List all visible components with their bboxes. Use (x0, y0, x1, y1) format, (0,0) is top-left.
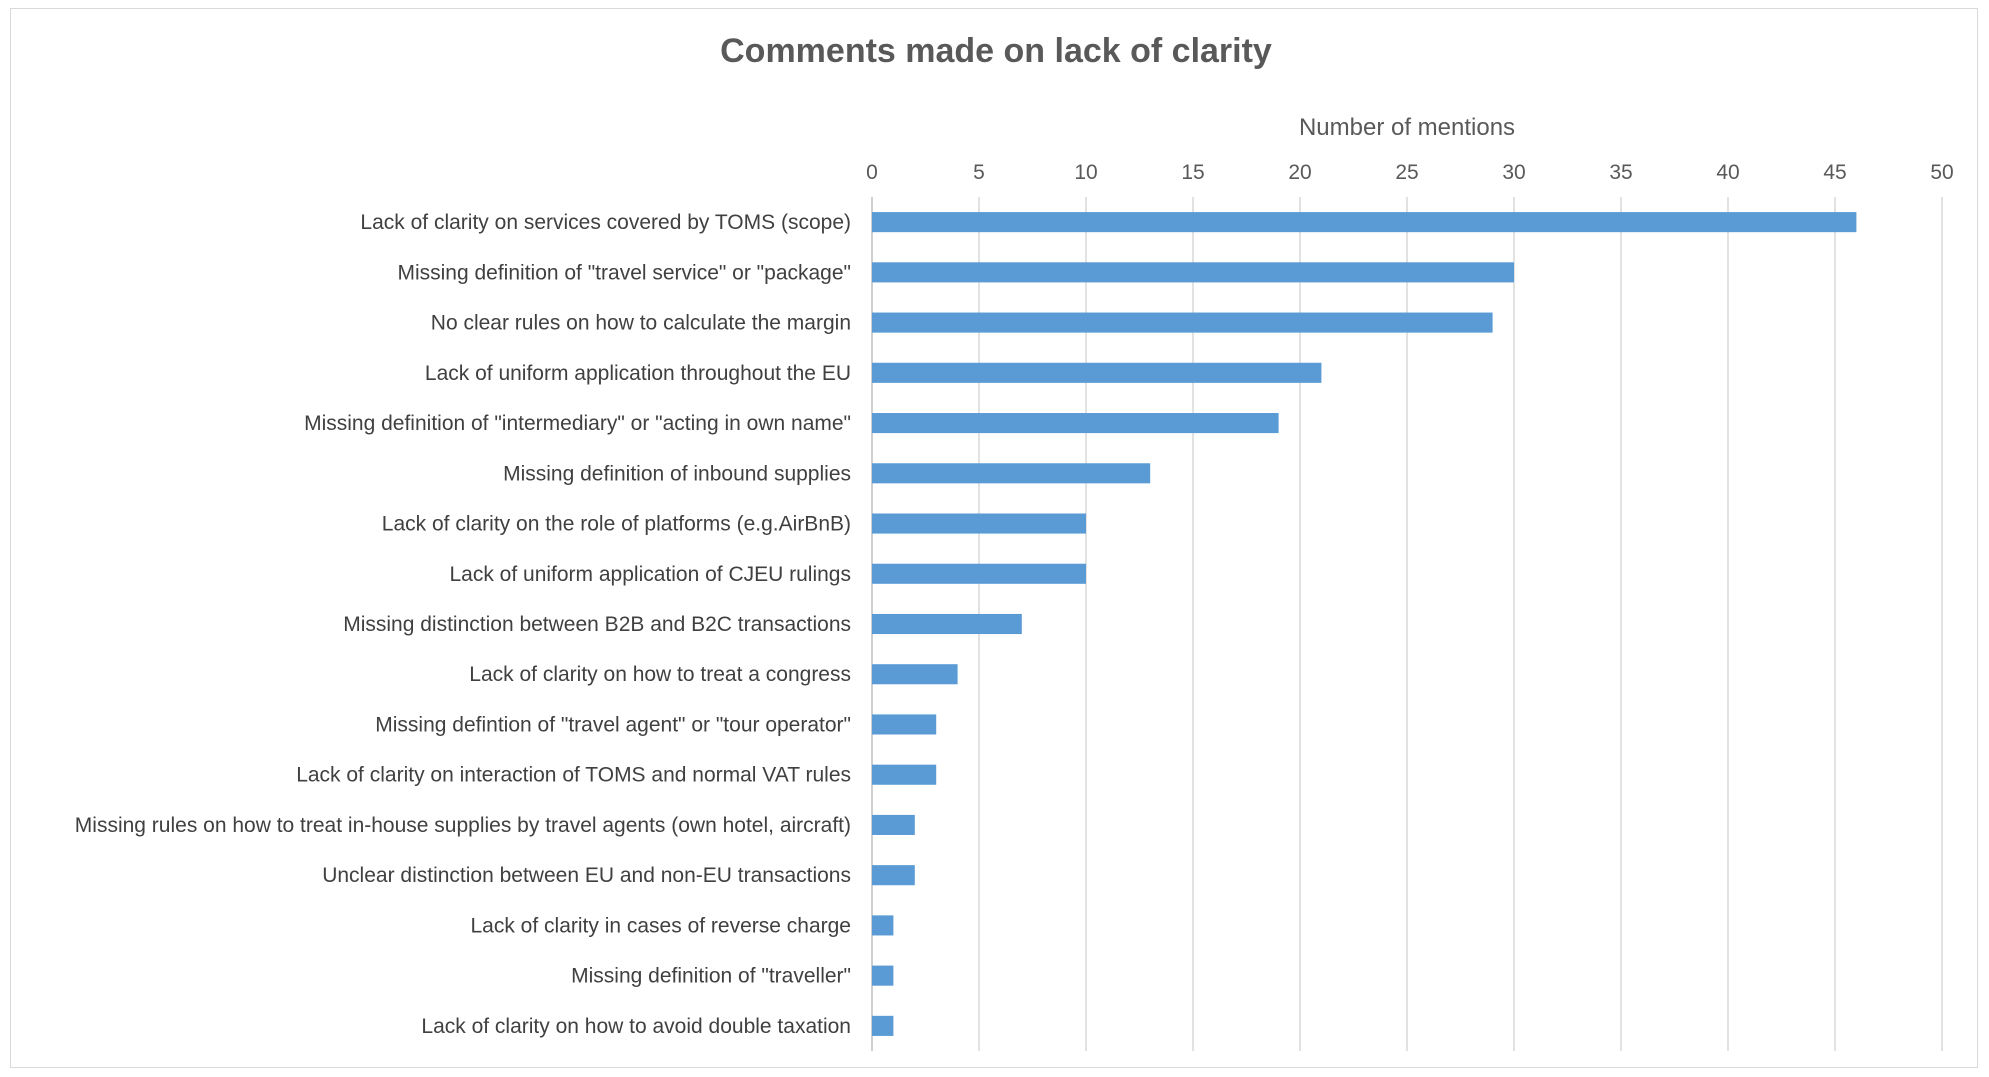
bar (872, 212, 1857, 233)
x-axis-title: Number of mentions (1299, 114, 1515, 141)
bar (872, 463, 1151, 484)
category-label: Missing rules on how to treat in-house s… (75, 814, 851, 837)
bar (872, 563, 1086, 584)
x-tick-label: 50 (1930, 161, 1953, 184)
x-tick-label: 25 (1395, 161, 1418, 184)
x-tick-label: 35 (1609, 161, 1632, 184)
x-tick-label: 5 (973, 161, 985, 184)
category-label: Lack of clarity on interaction of TOMS a… (296, 764, 851, 787)
category-labels: Lack of clarity on services covered by T… (75, 211, 851, 1038)
bar (872, 312, 1493, 333)
category-label: Missing definition of "travel service" o… (397, 261, 851, 284)
category-label: Lack of clarity on services covered by T… (360, 211, 851, 234)
x-tick-label: 20 (1288, 161, 1311, 184)
chart-title: Comments made on lack of clarity (720, 32, 1272, 70)
chart-frame: Comments made on lack of clarity Number … (10, 8, 1978, 1068)
category-label: No clear rules on how to calculate the m… (431, 312, 851, 335)
gridlines (871, 197, 1943, 1051)
x-tick-label: 0 (866, 161, 878, 184)
x-tick-label: 10 (1074, 161, 1097, 184)
category-label: Lack of clarity on how to avoid double t… (421, 1015, 851, 1038)
x-tick-label: 45 (1823, 161, 1846, 184)
category-label: Missing distinction between B2B and B2C … (343, 613, 851, 636)
bar (872, 362, 1322, 383)
category-label: Missing definition of "intermediary" or … (304, 412, 851, 435)
category-label: Missing definition of "traveller" (571, 965, 851, 988)
bar (872, 613, 1022, 635)
bar (872, 413, 1279, 434)
category-label: Missing definition of inbound supplies (503, 462, 851, 485)
bar (872, 764, 937, 785)
bar-chart: Comments made on lack of clarity Number … (75, 32, 1954, 1051)
category-label: Lack of clarity on the role of platforms… (382, 513, 851, 536)
bar (872, 664, 958, 685)
bar (872, 915, 894, 936)
category-label: Lack of uniform application of CJEU ruli… (449, 563, 851, 586)
bar (872, 714, 937, 735)
category-label: Lack of clarity on how to treat a congre… (469, 663, 851, 686)
x-tick-label: 15 (1181, 161, 1204, 184)
category-label: Missing defintion of "travel agent" or "… (375, 713, 851, 736)
x-tick-label: 40 (1716, 161, 1739, 184)
bar (872, 262, 1514, 283)
bar (872, 865, 915, 886)
x-axis-ticks: 0 5 10 15 20 25 30 35 40 45 50 (866, 161, 1954, 184)
bar (872, 1015, 894, 1036)
bar (872, 965, 894, 986)
bar (872, 814, 915, 835)
bar (872, 513, 1086, 534)
x-tick-label: 30 (1502, 161, 1525, 184)
category-label: Unclear distinction between EU and non-E… (322, 864, 851, 887)
bars (872, 212, 1857, 1036)
category-label: Lack of uniform application throughout t… (425, 362, 851, 385)
category-label: Lack of clarity in cases of reverse char… (470, 914, 851, 937)
